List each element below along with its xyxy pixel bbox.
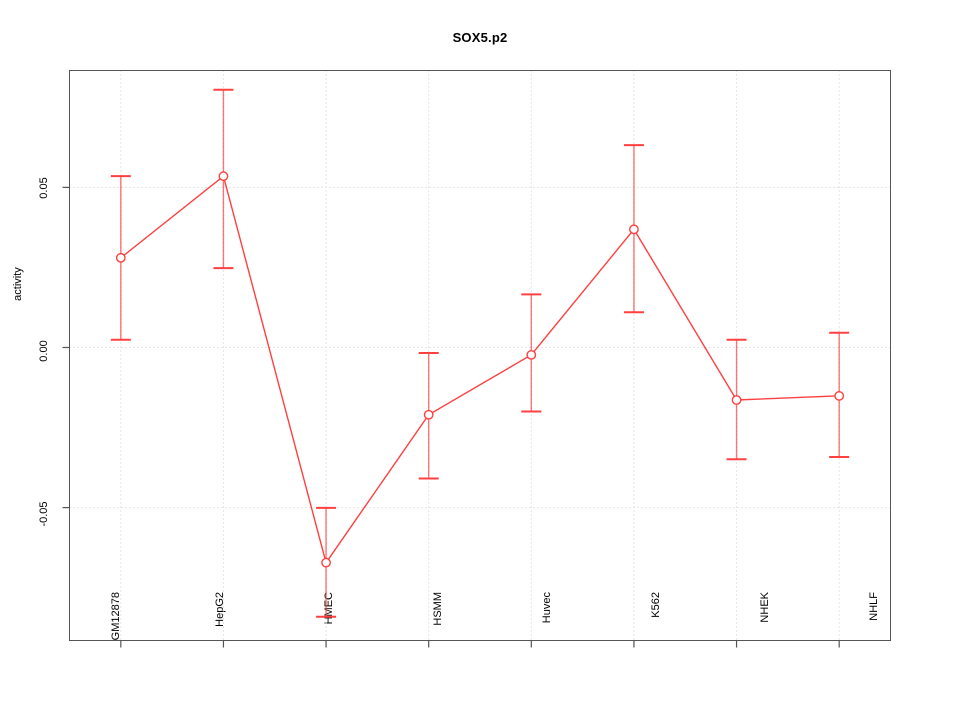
axis-ticks: [62, 186, 840, 648]
data-point-markers: [115, 171, 845, 568]
error-bars: [110, 88, 850, 618]
chart-title: SOX5.p2: [452, 30, 508, 45]
gridlines: [69, 70, 891, 641]
series-line: [120, 174, 840, 565]
plot-frame: [69, 70, 891, 641]
